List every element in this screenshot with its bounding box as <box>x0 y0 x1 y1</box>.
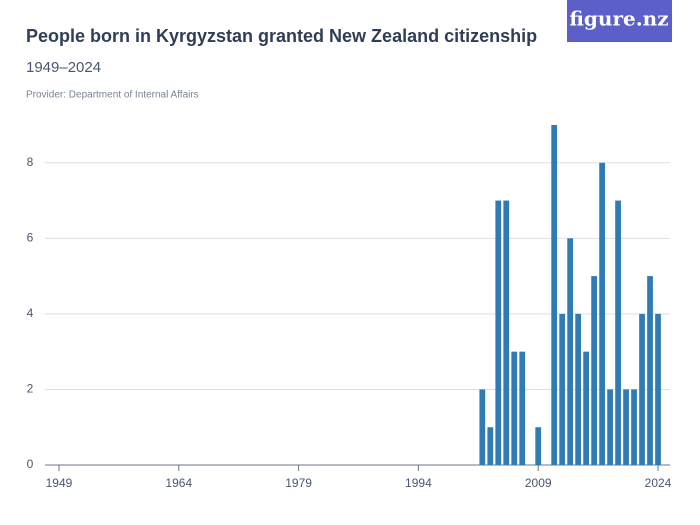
bar <box>655 313 661 465</box>
x-tick-label: 1949 <box>46 476 73 490</box>
x-tick-label: 2009 <box>525 476 552 490</box>
y-tick-label: 8 <box>27 155 34 169</box>
bar <box>623 389 629 465</box>
y-tick-label: 6 <box>27 231 34 245</box>
x-tick-label: 1994 <box>405 476 432 490</box>
bar <box>575 313 582 465</box>
bar <box>615 200 621 466</box>
bar <box>511 351 518 465</box>
bar <box>631 389 637 465</box>
logo: figure.nz <box>569 7 668 31</box>
bar <box>567 238 574 465</box>
bar <box>535 427 542 465</box>
bar <box>559 313 566 465</box>
bar <box>551 125 558 465</box>
bar <box>495 200 502 466</box>
bar <box>479 389 486 465</box>
bar <box>583 351 590 465</box>
bar <box>607 389 613 465</box>
bar <box>599 162 605 465</box>
source: Provider: Department of Internal Affairs <box>26 90 199 101</box>
bar <box>647 276 653 465</box>
y-tick-label: 0 <box>27 457 34 471</box>
bar <box>503 200 510 466</box>
chart-subtitle: 1949–2024 <box>26 59 101 76</box>
y-tick-label: 2 <box>27 382 34 396</box>
x-tick-label: 2024 <box>645 476 672 490</box>
x-tick-label: 1964 <box>165 476 192 490</box>
x-tick-label: 1979 <box>285 476 312 490</box>
bar <box>639 313 645 465</box>
chart-title: People born in Kyrgyzstan granted New Ze… <box>26 26 537 46</box>
bar <box>487 427 494 465</box>
bar <box>591 276 597 465</box>
bar <box>519 351 526 465</box>
y-tick-label: 4 <box>27 306 34 320</box>
logo-box <box>567 0 672 42</box>
